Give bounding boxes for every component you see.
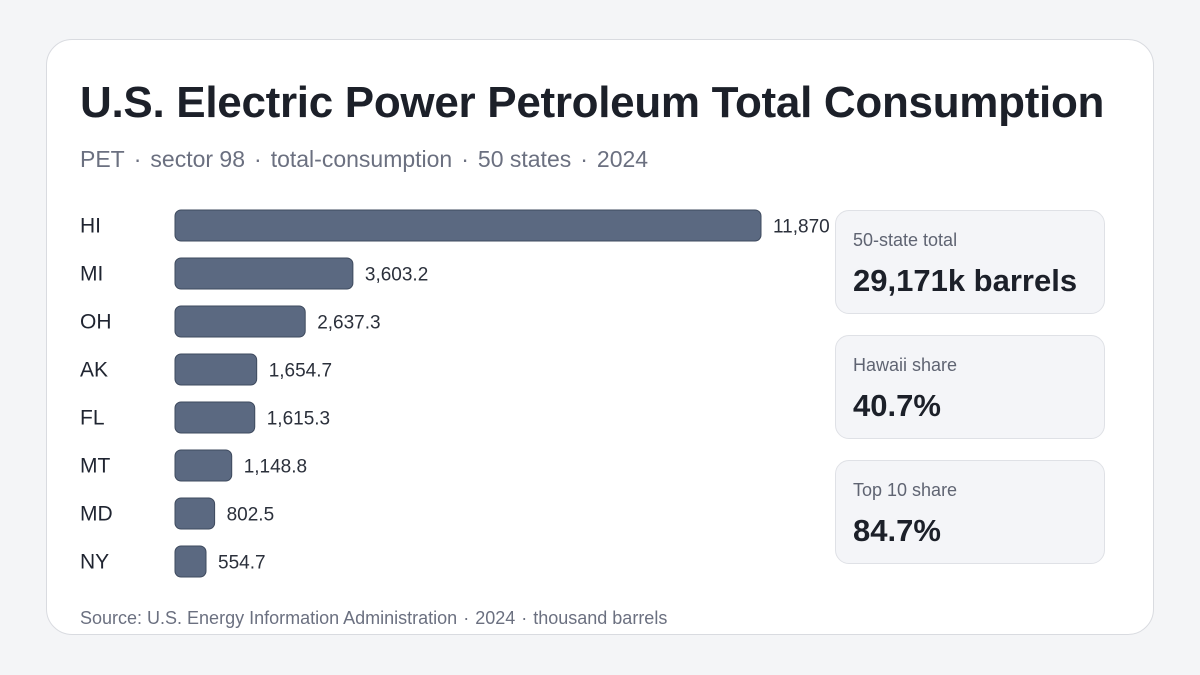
bar-mt — [174, 449, 233, 482]
stat-card-total: 50-state total 29,171k barrels — [835, 210, 1105, 314]
category-label-ny: NY — [80, 551, 109, 574]
category-label-mi: MI — [80, 263, 103, 286]
subtitle-metric: total-consumption — [270, 146, 453, 172]
stat-card-top10-share: Top 10 share 84.7% — [835, 460, 1105, 564]
bar-ak — [174, 353, 258, 386]
bar-hi — [174, 209, 762, 242]
subtitle: PET · sector 98 · total-consumption · 50 state… — [80, 146, 648, 173]
source-unit: thousand barrels — [533, 608, 668, 628]
page-title: U.S. Electric Power Petroleum Total Cons… — [80, 78, 1105, 127]
value-label-ny: 554.7 — [218, 553, 266, 574]
stat-value: 84.7% — [853, 513, 941, 548]
value-label-fl: 1,615.3 — [267, 409, 330, 430]
stat-label: Hawaii share — [853, 355, 958, 375]
value-label-oh: 2,637.3 — [317, 313, 380, 334]
bar-fl — [174, 401, 256, 434]
stat-label: 50-state total — [853, 230, 958, 250]
subtitle-year: 2024 — [596, 146, 649, 172]
source-note: Source: U.S. Energy Information Administ… — [80, 608, 667, 629]
value-label-hi: 11,870 — [773, 217, 830, 238]
stat-value: 29,171k barrels — [853, 263, 1078, 298]
category-label-md: MD — [80, 503, 113, 526]
subtitle-coverage: 50 states — [477, 146, 572, 172]
source-separator: · — [463, 608, 470, 628]
bar-oh — [174, 305, 306, 338]
stat-card-hawaii-share: Hawaii share 40.7% — [835, 335, 1105, 439]
subtitle-separator: · — [461, 146, 469, 172]
stat-label: Top 10 share — [853, 480, 958, 500]
value-label-md: 802.5 — [227, 505, 275, 526]
bar-ny — [174, 545, 207, 578]
source-separator: · — [521, 608, 528, 628]
value-label-ak: 1,654.7 — [269, 361, 332, 382]
subtitle-separator: · — [580, 146, 588, 172]
value-label-mi: 3,603.2 — [365, 265, 428, 286]
stat-value: 40.7% — [853, 388, 941, 423]
source-text: Source: U.S. Energy Information Administ… — [80, 608, 458, 628]
category-label-oh: OH — [80, 311, 112, 334]
category-label-mt: MT — [80, 455, 110, 478]
subtitle-separator: · — [254, 146, 262, 172]
subtitle-product: PET — [80, 146, 125, 172]
category-label-hi: HI — [80, 215, 101, 238]
subtitle-sector: sector 98 — [150, 146, 246, 172]
category-label-fl: FL — [80, 407, 105, 430]
category-label-ak: AK — [80, 359, 108, 382]
source-year: 2024 — [475, 608, 516, 628]
subtitle-separator: · — [133, 146, 142, 172]
value-label-mt: 1,148.8 — [244, 457, 307, 478]
bar-mi — [174, 257, 354, 290]
bar-md — [174, 497, 216, 530]
